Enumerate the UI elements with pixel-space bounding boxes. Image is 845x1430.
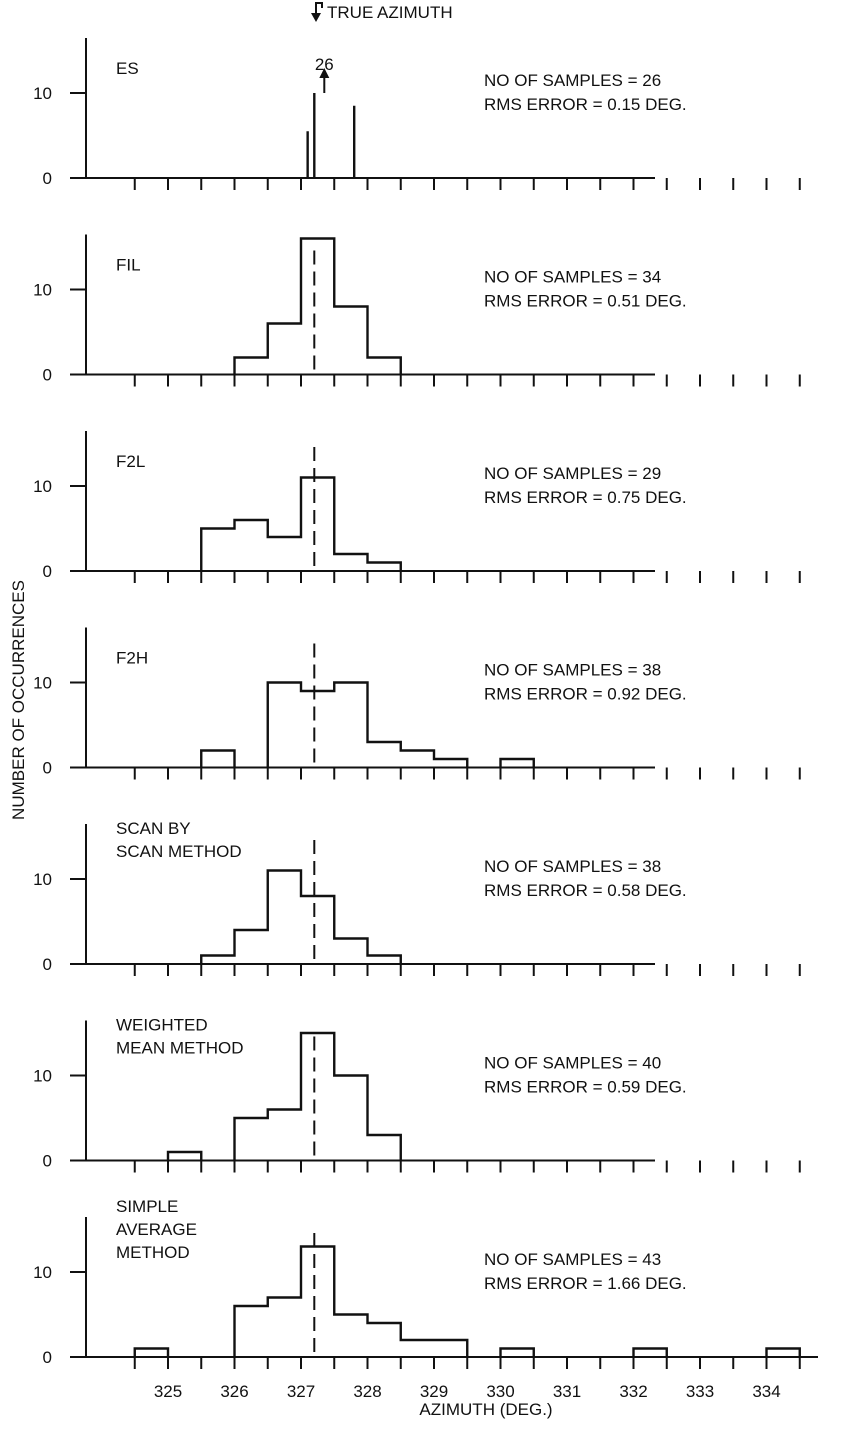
histogram-bar (499, 757, 535, 768)
true-azimuth-arrow (315, 2, 323, 14)
x-tick-label: 327 (287, 1382, 315, 1401)
spike-arrowhead (319, 68, 330, 78)
panel-weighted-mean-method: 0 10 WEIGHTED MEAN METHOD NO OF SAMPLES = 40… (33, 1016, 801, 1173)
histogram-bar (499, 1347, 535, 1357)
histogram-bar (200, 749, 236, 768)
panel-name: SIMPLE (116, 1197, 178, 1216)
panel-name: SCAN BY (116, 819, 191, 838)
histogram-bar (233, 1031, 402, 1161)
y-tick-label: 10 (33, 477, 52, 496)
panel-name: SCAN METHOD (116, 842, 242, 861)
rms-error-text: RMS ERROR = 0.58 DEG. (484, 881, 687, 900)
y-tick-label: 0 (43, 366, 52, 385)
x-tick-label: 330 (486, 1382, 514, 1401)
y-tick-label: 10 (33, 1067, 52, 1086)
histogram-bar (266, 681, 469, 768)
histogram-bar (166, 1150, 203, 1161)
true-azimuth-label: TRUE AZIMUTH (327, 3, 453, 22)
rms-error-text: RMS ERROR = 0.59 DEG. (484, 1078, 687, 1097)
histogram-bar (200, 869, 402, 964)
panel-name: ES (116, 59, 139, 78)
rms-error-text: RMS ERROR = 0.92 DEG. (484, 685, 687, 704)
panel-simple-average-method: 0 10 SIMPLE AVERAGE METHOD NO OF SAMPLES = 43… (33, 1197, 818, 1401)
samples-text: NO OF SAMPLES = 26 (484, 71, 661, 90)
x-tick-label: 334 (752, 1382, 780, 1401)
panel-name: WEIGHTED (116, 1016, 208, 1035)
y-tick-label: 0 (43, 759, 52, 778)
panel-f2h: 0 10 F2H NO OF SAMPLES = 38 RMS ERROR = 0.92… (33, 627, 801, 780)
panel-name: AVERAGE (116, 1220, 197, 1239)
true-azimuth-marker: TRUE AZIMUTH (311, 2, 453, 22)
y-tick-label: 10 (33, 1263, 52, 1282)
x-tick-label: 326 (220, 1382, 248, 1401)
samples-text: NO OF SAMPLES = 43 (484, 1250, 661, 1269)
panel-scan-by-scan-method: 0 10 SCAN BY SCAN METHOD NO OF SAMPLES = 38 R… (33, 819, 801, 976)
panel-es: 0 10 ES NO OF SAMPLES = 26 RMS ERROR = 0.15 … (33, 38, 801, 190)
samples-text: NO OF SAMPLES = 40 (484, 1054, 661, 1073)
y-tick-label: 10 (33, 674, 52, 693)
histogram-bar (765, 1347, 801, 1357)
panel-name: FIL (116, 256, 141, 275)
histogram-bar (233, 237, 402, 375)
x-tick-label: 328 (353, 1382, 381, 1401)
panels: 0 10 ES NO OF SAMPLES = 26 RMS ERROR = 0.15 … (33, 38, 818, 1401)
y-tick-label: 0 (43, 955, 52, 974)
rms-error-text: RMS ERROR = 0.75 DEG. (484, 488, 687, 507)
samples-text: NO OF SAMPLES = 34 (484, 268, 661, 287)
histogram-bar (133, 1347, 170, 1357)
histogram-bar (233, 1245, 469, 1357)
histogram-bar (200, 476, 402, 571)
x-axis-label: AZIMUTH (DEG.) (419, 1400, 552, 1419)
panel-f2l: 0 10 F2L NO OF SAMPLES = 29 RMS ERROR = 0.75… (33, 431, 801, 583)
panel-name: F2L (116, 452, 145, 471)
x-tick-label: 329 (420, 1382, 448, 1401)
panel-name: MEAN METHOD (116, 1039, 244, 1058)
rms-error-text: RMS ERROR = 0.51 DEG. (484, 292, 687, 311)
rms-error-text: RMS ERROR = 1.66 DEG. (484, 1274, 687, 1293)
samples-text: NO OF SAMPLES = 38 (484, 661, 661, 680)
x-tick-label: 333 (686, 1382, 714, 1401)
true-azimuth-arrowhead (311, 13, 321, 22)
y-tick-label: 0 (43, 562, 52, 581)
panel-fil: 0 10 FIL NO OF SAMPLES = 34 RMS ERROR = 0.51… (33, 234, 801, 387)
y-tick-label: 10 (33, 870, 52, 889)
y-tick-label: 10 (33, 84, 52, 103)
x-tick-label: 325 (154, 1382, 182, 1401)
y-tick-label: 0 (43, 169, 52, 188)
histogram-bar (632, 1347, 668, 1357)
panel-name: F2H (116, 649, 148, 668)
y-tick-label: 0 (43, 1152, 52, 1171)
y-axis-label: NUMBER OF OCCURRENCES (9, 580, 28, 820)
samples-text: NO OF SAMPLES = 29 (484, 464, 661, 483)
y-tick-label: 0 (43, 1348, 52, 1367)
x-tick-label: 331 (553, 1382, 581, 1401)
rms-error-text: RMS ERROR = 0.15 DEG. (484, 95, 687, 114)
spike-count-label: 26 (315, 55, 334, 74)
x-tick-label: 332 (619, 1382, 647, 1401)
panel-name: METHOD (116, 1243, 190, 1262)
y-tick-label: 10 (33, 281, 52, 300)
samples-text: NO OF SAMPLES = 38 (484, 857, 661, 876)
